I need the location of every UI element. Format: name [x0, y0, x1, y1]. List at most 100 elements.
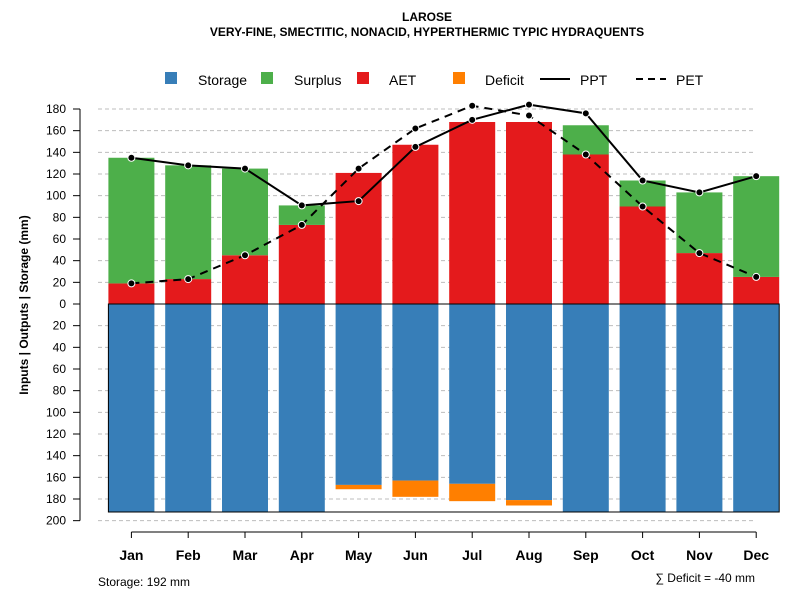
pet-point: [638, 202, 647, 211]
aet-bar: [449, 122, 496, 304]
y-tick-label: 60: [53, 232, 67, 246]
storage-bar: [676, 304, 723, 512]
y-tick-label: 160: [46, 124, 66, 138]
pet-point: [525, 111, 533, 120]
y-tick-label: 140: [46, 449, 66, 463]
deficit-bar: [392, 480, 439, 497]
pet-point: [297, 220, 306, 229]
ppt-point: [638, 176, 647, 185]
x-tick-label: Jul: [462, 547, 482, 563]
ppt-point: [581, 109, 590, 118]
pet-point: [581, 150, 590, 159]
x-tick-label: Aug: [515, 547, 542, 563]
x-tick-label: Nov: [686, 547, 713, 563]
y-tick-label: 100: [46, 405, 66, 419]
pet-point: [127, 279, 136, 288]
x-tick-label: Sep: [573, 547, 599, 563]
y-tick-label: 80: [53, 210, 67, 224]
aet-bar: [165, 279, 212, 304]
legend-label-deficit: Deficit: [485, 72, 524, 88]
legend-label-ppt: PPT: [580, 72, 608, 88]
surplus-bar: [733, 176, 780, 277]
ppt-point: [695, 188, 704, 197]
legend-swatch-deficit: [453, 72, 465, 84]
legend-label-storage: Storage: [198, 72, 247, 88]
storage-note: Storage: 192 mm: [98, 575, 190, 589]
x-tick-label: Oct: [631, 547, 655, 563]
series-lines: [127, 100, 761, 288]
aet-bar: [562, 154, 609, 304]
storage-bar: [335, 304, 382, 485]
legend-swatch-surplus: [261, 72, 273, 84]
aet-bar: [733, 276, 780, 304]
x-tick-label: Jun: [403, 547, 428, 563]
ppt-point: [297, 201, 306, 210]
y-tick-label: 20: [53, 275, 67, 289]
deficit-bar: [335, 484, 382, 490]
y-tick-label: 160: [46, 470, 66, 484]
pet-point: [752, 272, 761, 281]
y-tick-label: 120: [46, 167, 66, 181]
storage-bar: [392, 304, 439, 481]
storage-bar: [619, 304, 666, 512]
y-tick-label: 180: [46, 492, 66, 506]
bars: [107, 122, 780, 513]
y-tick-label: 0: [59, 297, 66, 311]
aet-bar: [278, 224, 325, 304]
ppt-point: [184, 161, 193, 170]
pet-point: [241, 251, 249, 260]
aet-bar: [335, 172, 382, 304]
aet-bar: [619, 206, 666, 304]
legend-label-aet: AET: [389, 72, 417, 88]
pet-point: [354, 164, 363, 173]
deficit-bar: [506, 500, 552, 506]
ppt-point: [354, 197, 363, 206]
pet-point: [411, 124, 420, 133]
y-axis-label: Inputs | Outputs | Storage (mm): [17, 215, 31, 394]
y-tick-label: 200: [46, 514, 66, 528]
ppt-point: [468, 115, 477, 124]
x-tick-label: Mar: [233, 547, 258, 563]
x-tick-label: Apr: [290, 547, 315, 563]
legend-swatch-storage: [165, 72, 177, 84]
pet-point: [468, 101, 477, 110]
axes: 0 20 40 60 80 100 120 140 160 180 20 40 60 80 100 120 14…: [46, 102, 769, 563]
y-tick-label: 20: [53, 319, 67, 333]
ppt-point: [411, 142, 420, 151]
storage-bar: [222, 304, 268, 512]
y-tick-label: 40: [53, 340, 67, 354]
aet-bar: [392, 144, 439, 304]
surplus-bar: [222, 168, 268, 256]
storage-bar: [449, 304, 496, 484]
legend-label-surplus: Surplus: [294, 72, 341, 88]
legend-label-pet: PET: [676, 72, 704, 88]
aet-bar: [676, 253, 723, 304]
aet-bar: [222, 255, 268, 304]
storage-bar: [562, 304, 609, 512]
ppt-point: [241, 164, 249, 173]
surplus-bar: [165, 165, 212, 280]
storage-bar: [733, 304, 780, 512]
aet-bar: [108, 283, 155, 304]
storage-bar: [108, 304, 155, 512]
y-tick-label: 180: [46, 102, 66, 116]
y-tick-label: 60: [53, 362, 67, 376]
surplus-bar: [108, 157, 155, 284]
pet-point: [695, 249, 704, 258]
x-tick-label: May: [345, 547, 372, 563]
x-tick-label: Feb: [176, 547, 201, 563]
pet-point: [184, 275, 193, 284]
chart-title: LAROSE: [402, 10, 452, 24]
y-tick-label: 80: [53, 384, 67, 398]
y-tick-label: 120: [46, 427, 66, 441]
y-tick-label: 100: [46, 189, 66, 203]
ppt-line: [131, 103, 757, 207]
surplus-bar: [278, 205, 325, 225]
storage-bar: [165, 304, 212, 512]
deficit-bar: [449, 483, 496, 502]
x-tick-label: Dec: [743, 547, 769, 563]
aet-bar: [506, 122, 552, 304]
legend: Storage Surplus AET Deficit PPT PET: [165, 72, 704, 88]
deficit-note: ∑ Deficit = -40 mm: [655, 571, 755, 585]
